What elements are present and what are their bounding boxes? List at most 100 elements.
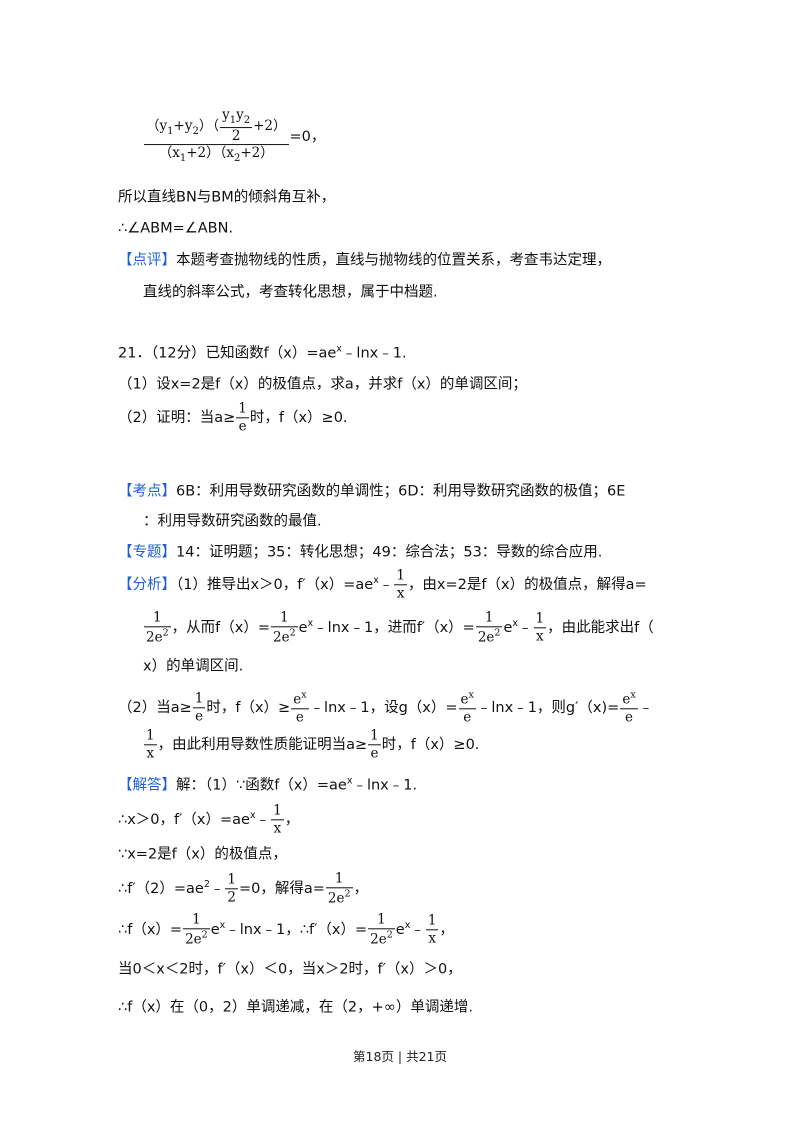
subscript: 2 [234, 153, 241, 165]
text-line: ：利用导数研究函数的最值. [143, 513, 322, 530]
text-run: 1 [146, 727, 155, 744]
numerator: 1 [368, 912, 395, 928]
text-run: ， [439, 922, 454, 939]
denominator: e [458, 707, 476, 726]
text-run: ，从而f（x）= [171, 620, 270, 637]
superscript: 2 [203, 879, 210, 891]
denominator: e [236, 416, 249, 435]
text-run: 1 [227, 871, 236, 888]
superscript: x [512, 618, 519, 630]
superscript: x [346, 775, 353, 787]
text-run: +2） [253, 117, 287, 134]
text-run: ﹣lnx﹣1，∴f′（x）= [225, 922, 368, 939]
text-run: 2 [227, 888, 236, 905]
denominator: x [533, 626, 547, 645]
superscript: x [307, 618, 314, 630]
text-line: 所以直线BN与BM的倾斜角互补， [118, 189, 335, 206]
superscript: x [249, 810, 256, 822]
text-run: 1 [273, 802, 282, 819]
text-run: e [298, 620, 308, 637]
text-run: e [293, 691, 302, 708]
text-run: ：利用导数研究函数的最值. [143, 513, 322, 530]
text-run: 2 [231, 127, 241, 144]
text-run: e [295, 708, 304, 725]
numerator: 1 [326, 871, 353, 887]
text-line: 【专题】14：证明题；35：转化思想；49：综合法；53：导数的综合应用. [118, 544, 602, 561]
text-run: 1 [194, 690, 204, 707]
text-run: e [370, 744, 379, 761]
text-run: ∴x＞0，f′（x）=ae [118, 812, 250, 829]
subscript: 1 [179, 153, 187, 165]
text-run: e [238, 417, 247, 434]
text-run: =0，解得a= [238, 881, 325, 898]
numerator: 1 [144, 728, 157, 744]
text-line: 【分析】（1）推导出x＞0，f′（x）=aex﹣ 1 x ，由x=2是f（x）的极值点… [118, 568, 647, 601]
section-label: 【考点】 [118, 483, 176, 500]
superscript: x [219, 920, 226, 932]
superscript: x [373, 575, 379, 587]
text-run: 1 [484, 609, 494, 626]
fraction: 1 2e2 [144, 610, 171, 645]
fraction: 1 2e2 [368, 912, 395, 947]
numerator: ex [291, 689, 308, 708]
text-run: （1）推导出x＞0，f′（x）=ae [176, 577, 374, 594]
text-run: 2e [146, 628, 163, 645]
text-run: ）（ [198, 117, 220, 134]
text-run: 21．（12分）已知函数f（x）=ae [118, 345, 337, 362]
denominator: e [192, 706, 206, 725]
denominator: x [425, 928, 439, 947]
denominator: 2e2 [368, 927, 395, 948]
numerator: ex [459, 689, 476, 708]
subscript: 1 [229, 115, 237, 127]
section-label: 【点评】 [118, 252, 176, 269]
text-run: ﹣ [378, 577, 394, 594]
text-run: ∴f′（2）=ae [118, 881, 204, 898]
denominator: 2e2 [270, 625, 298, 646]
text-run: 时，f（x）≥0. [249, 410, 348, 427]
subscript: 2 [243, 115, 251, 127]
text-run: e [395, 922, 405, 939]
fraction: 1 2e2 [325, 871, 353, 907]
text-line: ∵x=2是f（x）的极值点， [118, 846, 287, 863]
text-run: ﹣lnx﹣1，则g′（x)= [476, 700, 620, 717]
text-run: x [396, 584, 405, 601]
section-label: 【专题】 [118, 544, 176, 561]
text-run: ∴∠ABM=∠ABN. [118, 220, 234, 237]
denominator: 2e2 [183, 927, 210, 948]
denominator: e [620, 707, 638, 726]
text-run: ， [353, 881, 369, 898]
numerator: 1 [534, 611, 547, 627]
text-line: ∴∠ABM=∠ABN. [118, 220, 233, 237]
text-line: x）的单调区间. [143, 658, 243, 675]
denominator: 2e2 [144, 625, 171, 646]
text-run: e [503, 620, 513, 637]
text-run: 当0＜x＜2时，f′（x）＜0，当x＞2时，f′（x）＞0， [118, 961, 462, 978]
text-run: ﹣lnx﹣1. [341, 345, 407, 362]
text-run: 1 [427, 912, 437, 929]
superscript: 2 [162, 626, 169, 638]
text-run: （1）设x=2是f（x）的极值点，求a，并求f（x）的单调区间； [118, 376, 527, 393]
superscript: x [336, 343, 342, 355]
superscript: 2 [289, 626, 296, 638]
denominator: e [368, 743, 381, 762]
fraction: 1 2e2 [183, 912, 210, 947]
text-run: ﹣ [638, 700, 654, 717]
numerator: ex [620, 689, 637, 708]
fraction: （y1+y2）（ y1y2 2 +2） （x1+2）（x2+2） [144, 107, 289, 166]
numerator: 1 [368, 728, 381, 744]
superscript: x [468, 689, 474, 701]
text-line: 【点评】本题考查抛物线的性质，直线与抛物线的位置关系，考查韦达定理， [118, 252, 611, 269]
section-label: 【分析】 [118, 577, 176, 594]
text-run: （y [146, 117, 168, 134]
text-run: ，由此能求出f（ [547, 620, 654, 637]
text-run: ∴f（x）= [118, 922, 183, 939]
fraction: 1 2e2 [270, 610, 298, 646]
text-line: （2）证明：当a≥ 1 e 时，f（x）≥0. [118, 401, 348, 434]
subscript: 1 [167, 125, 174, 137]
denominator: 2e2 [325, 886, 353, 907]
text-run: +y [173, 117, 193, 134]
